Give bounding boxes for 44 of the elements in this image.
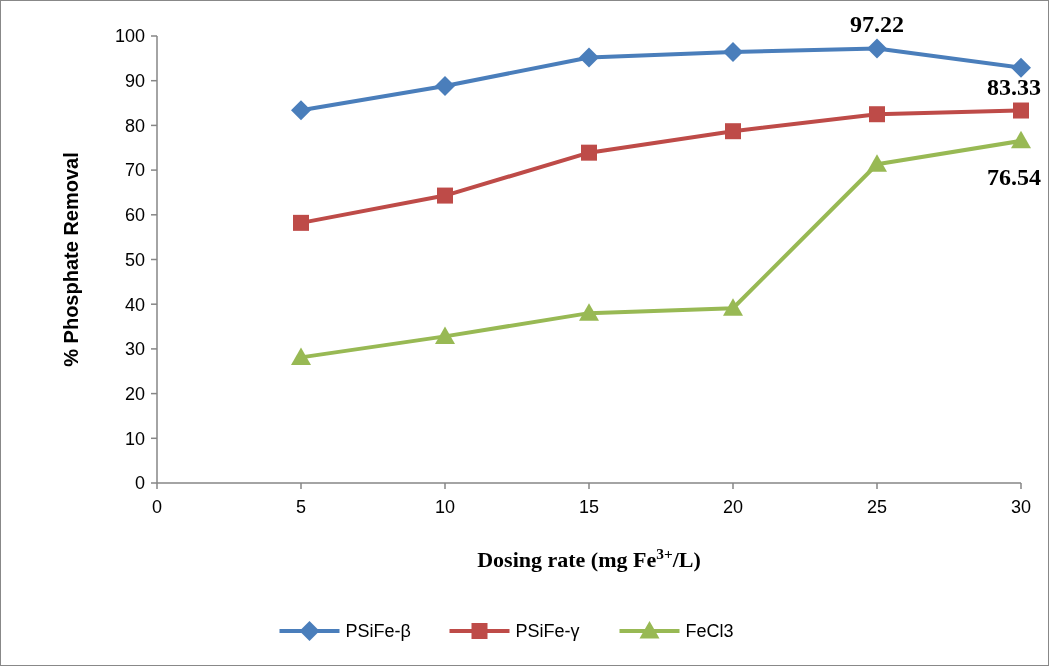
x-tick-label: 10 bbox=[434, 497, 456, 517]
y-tick-label: 30 bbox=[124, 339, 145, 360]
point bbox=[291, 100, 311, 121]
y-tick-label: 90 bbox=[124, 71, 145, 91]
x-tick-label: 15 bbox=[578, 497, 600, 517]
point bbox=[723, 42, 743, 63]
point bbox=[579, 47, 599, 68]
point bbox=[867, 154, 887, 172]
y-axis-title: % Phosphate Removal bbox=[60, 152, 82, 367]
x-tick-label: 5 bbox=[295, 497, 307, 517]
y-tick-label: 0 bbox=[134, 473, 145, 494]
point bbox=[291, 347, 311, 365]
point bbox=[1011, 130, 1031, 149]
point bbox=[869, 106, 885, 123]
point bbox=[581, 144, 597, 161]
point bbox=[1013, 102, 1029, 119]
data-label: 97.22 bbox=[850, 11, 904, 38]
point bbox=[435, 76, 455, 97]
legend-label: FeCl3 bbox=[685, 621, 734, 642]
y-tick-label: 40 bbox=[124, 294, 145, 315]
point bbox=[867, 38, 887, 59]
x-tick-label: 25 bbox=[866, 497, 888, 517]
legend-label: PSiFe-γ bbox=[515, 621, 580, 642]
x-tick-label: 20 bbox=[722, 497, 744, 517]
y-tick-label: 100 bbox=[114, 26, 145, 47]
x-tick-label: 30 bbox=[1010, 497, 1032, 517]
point bbox=[723, 298, 743, 316]
y-tick-label: 10 bbox=[124, 428, 145, 449]
y-tick-label: 50 bbox=[124, 249, 145, 270]
point bbox=[725, 123, 741, 140]
legend-label: PSiFe-β bbox=[345, 621, 411, 642]
point bbox=[293, 214, 309, 231]
y-tick-label: 80 bbox=[124, 115, 145, 136]
point bbox=[579, 303, 599, 321]
data-label: 83.33 bbox=[987, 73, 1041, 100]
data-label: 76.54 bbox=[987, 163, 1041, 190]
y-tick-label: 70 bbox=[124, 160, 145, 181]
point bbox=[437, 187, 453, 204]
y-tick-label: 20 bbox=[124, 383, 145, 404]
point bbox=[435, 326, 455, 344]
point bbox=[1011, 57, 1031, 78]
x-axis-title: Dosing rate (mg Fe$^{3+}$/L) bbox=[477, 544, 701, 572]
y-tick-label: 60 bbox=[124, 205, 145, 226]
x-tick-label: 0 bbox=[151, 497, 163, 517]
